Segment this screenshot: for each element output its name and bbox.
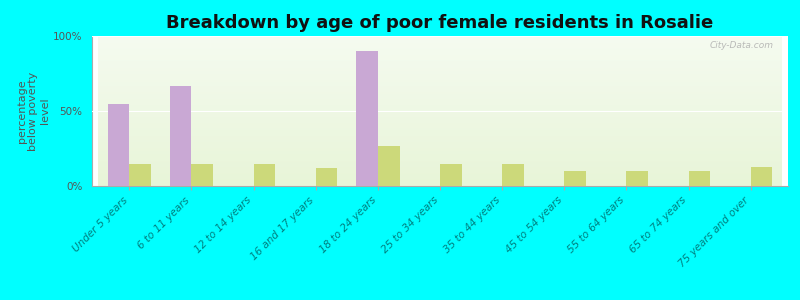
Bar	[107, 103, 130, 186]
Bar	[750, 167, 773, 186]
Bar	[378, 146, 400, 186]
Text: City-Data.com: City-Data.com	[710, 40, 774, 50]
Bar	[316, 168, 338, 186]
Y-axis label: percentage
below poverty
level: percentage below poverty level	[17, 71, 50, 151]
Bar	[191, 164, 213, 186]
Bar	[130, 164, 151, 186]
Bar	[564, 171, 586, 186]
Bar	[254, 164, 275, 186]
Bar	[626, 171, 648, 186]
Bar	[440, 164, 462, 186]
Bar	[502, 164, 524, 186]
Bar	[170, 85, 191, 186]
Title: Breakdown by age of poor female residents in Rosalie: Breakdown by age of poor female resident…	[166, 14, 714, 32]
Bar	[689, 171, 710, 186]
Bar	[356, 51, 378, 186]
